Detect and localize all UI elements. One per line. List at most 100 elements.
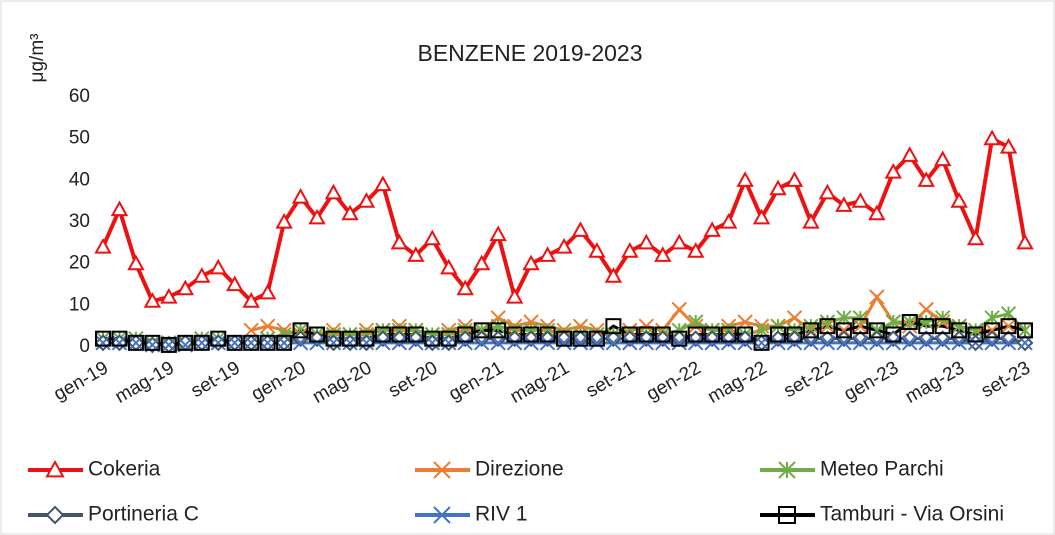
data-point [341, 204, 359, 221]
data-point [209, 258, 227, 275]
data-point [786, 326, 803, 343]
data-point [523, 335, 539, 351]
data-point [917, 171, 935, 187]
data-point [144, 334, 161, 351]
data-point [472, 254, 491, 271]
data-point [869, 289, 885, 305]
data-point [193, 267, 211, 283]
y-tick-label: 10 [69, 294, 90, 315]
data-point [94, 237, 112, 254]
y-tick-label: 20 [69, 253, 90, 274]
data-point [819, 314, 836, 330]
data-point [1000, 318, 1017, 335]
data-point [258, 283, 277, 300]
data-point [852, 318, 869, 335]
data-point [605, 335, 622, 351]
data-point [934, 335, 951, 351]
data-point [655, 335, 671, 351]
data-point [671, 301, 687, 318]
data-point [967, 326, 984, 343]
legend-label: Tamburi - Via Orsini [820, 503, 1004, 526]
data-point [374, 175, 392, 192]
legend-label: Portineria C [88, 503, 199, 526]
data-point [851, 330, 869, 348]
data-point [884, 162, 902, 179]
data-point [226, 275, 244, 292]
data-point [242, 292, 260, 308]
data-point [720, 335, 737, 351]
data-point [637, 233, 656, 250]
data-point [638, 326, 655, 343]
data-point [934, 330, 952, 348]
data-point [737, 326, 754, 343]
data-point [423, 229, 441, 246]
data-point [654, 246, 672, 262]
data-point [902, 314, 918, 330]
data-point [227, 335, 243, 351]
data-point [391, 335, 408, 351]
data-point [802, 212, 820, 229]
data-point [490, 322, 507, 339]
data-point [571, 221, 590, 237]
data-point [324, 183, 343, 200]
data-point [308, 330, 326, 348]
data-point [111, 335, 128, 351]
data-point [868, 204, 886, 221]
data-point [128, 335, 144, 351]
legend-marker [778, 506, 796, 524]
data-point [704, 335, 720, 351]
data-point [950, 192, 968, 208]
data-point [802, 322, 819, 339]
data-point [934, 310, 951, 326]
legend-marker [45, 459, 65, 478]
data-point [374, 326, 391, 343]
data-point [671, 335, 687, 351]
data-point [621, 242, 639, 258]
data-point [506, 330, 524, 348]
data-point [226, 334, 243, 351]
data-point [160, 336, 177, 353]
y-tick-label: 0 [79, 336, 90, 357]
data-point [835, 196, 853, 212]
data-point [835, 322, 852, 339]
y-tick-label: 50 [69, 128, 90, 149]
data-point [934, 318, 951, 335]
data-point [309, 335, 325, 351]
data-point [884, 330, 902, 348]
data-point [161, 337, 177, 353]
data-point [983, 129, 1001, 146]
data-point [786, 330, 803, 348]
legend-marker [45, 505, 65, 525]
data-point [918, 314, 934, 330]
data-point [852, 335, 869, 351]
data-point [259, 334, 276, 351]
data-point [143, 292, 162, 308]
data-point [753, 334, 770, 351]
data-point [902, 335, 918, 351]
data-point [885, 326, 902, 343]
data-point [704, 326, 721, 343]
data-point [1000, 335, 1017, 351]
data-point [523, 326, 540, 343]
data-point [621, 326, 638, 343]
data-point [374, 330, 392, 348]
data-point [424, 335, 440, 351]
y-tick-label: 60 [69, 86, 90, 107]
data-point [243, 335, 259, 351]
data-point [786, 310, 803, 326]
data-point [967, 335, 984, 351]
data-point [933, 150, 952, 167]
data-point [688, 335, 704, 351]
data-point [506, 326, 523, 343]
data-point [309, 326, 326, 343]
data-point [539, 326, 556, 343]
data-point [440, 258, 458, 275]
data-point [737, 335, 753, 351]
data-point [901, 146, 919, 162]
data-point [194, 335, 210, 351]
data-point [604, 267, 623, 283]
data-point [556, 330, 572, 347]
data-point [753, 335, 770, 351]
data-point [539, 335, 556, 351]
